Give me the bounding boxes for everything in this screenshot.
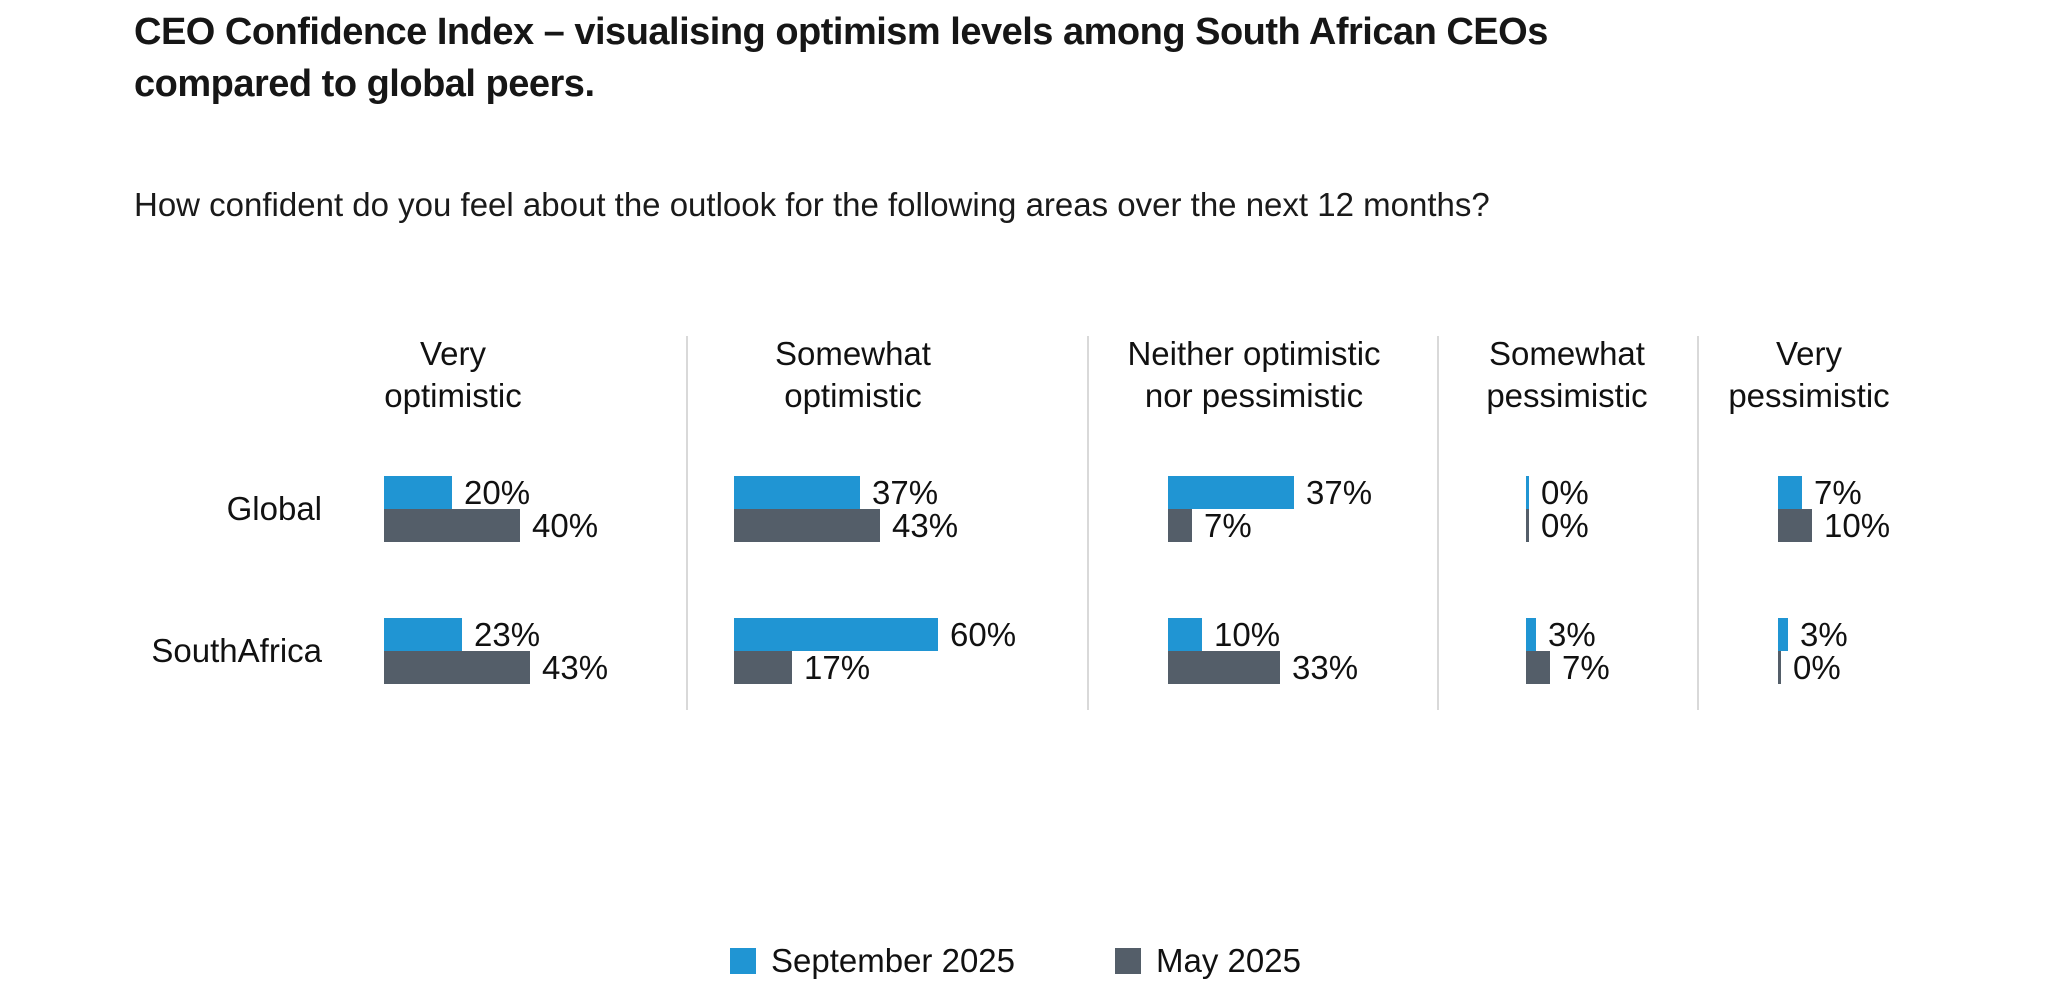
category-header: Neither optimistic nor pessimistic: [1127, 335, 1381, 414]
category-header: Very optimistic: [384, 335, 522, 414]
bar-value-label: 3%: [1800, 615, 1848, 653]
bar-may: [1168, 651, 1280, 684]
bar-september: [1168, 618, 1202, 651]
column-divider: [686, 336, 688, 710]
bar-may: [734, 651, 792, 684]
bar-value-label: 10%: [1824, 506, 1891, 544]
bar-september: [1778, 476, 1802, 509]
row-label: Global: [226, 490, 322, 527]
bar-september: [1526, 476, 1529, 509]
bar-value-label: 33%: [1292, 648, 1359, 686]
bar-may: [384, 651, 530, 684]
bar-may: [734, 509, 880, 542]
bar-value-label: 7%: [1814, 473, 1862, 511]
bar-may: [1168, 509, 1192, 542]
bar-may: [1778, 651, 1781, 684]
bar-value-label: 37%: [1306, 473, 1373, 511]
bar-may: [1526, 509, 1529, 542]
legend-item-may: May 2025: [1115, 942, 1301, 980]
column-divider: [1697, 336, 1699, 710]
bar-value-label: 0%: [1793, 648, 1841, 686]
bar-september: [384, 476, 452, 509]
column-divider: [1437, 336, 1439, 710]
bar-september: [1526, 618, 1536, 651]
legend-swatch-may-icon: [1115, 948, 1141, 974]
bar-may: [384, 509, 520, 542]
bar-value-label: 37%: [872, 473, 939, 511]
bar-value-label: 43%: [542, 648, 609, 686]
legend-label-may: May 2025: [1156, 942, 1301, 979]
bar-value-label: 43%: [892, 506, 959, 544]
category-header: Very pessimistic: [1728, 335, 1890, 414]
page-title-line-2: compared to global peers.: [134, 63, 595, 105]
chart-subtitle: How confident do you feel about the outl…: [134, 186, 1490, 223]
bar-september: [1168, 476, 1294, 509]
bar-value-label: 3%: [1548, 615, 1596, 653]
page-title-line-1: CEO Confidence Index – visualising optim…: [134, 11, 1548, 53]
bar-value-label: 20%: [464, 473, 531, 511]
bar-value-label: 0%: [1541, 473, 1589, 511]
bar-september: [734, 476, 860, 509]
legend-item-september: September 2025: [730, 942, 1015, 980]
row-label: SouthAfrica: [151, 632, 322, 669]
bar-value-label: 0%: [1541, 506, 1589, 544]
bar-value-label: 17%: [804, 648, 871, 686]
legend-label-september: September 2025: [771, 942, 1016, 979]
bar-value-label: 23%: [474, 615, 541, 653]
bar-september: [734, 618, 938, 651]
bar-value-label: 7%: [1204, 506, 1252, 544]
bar-value-label: 60%: [950, 615, 1017, 653]
legend-swatch-september-icon: [730, 948, 756, 974]
bar-september: [1778, 618, 1788, 651]
bar-september: [384, 618, 462, 651]
bar-value-label: 7%: [1562, 648, 1610, 686]
bar-value-label: 10%: [1214, 615, 1281, 653]
category-header: Somewhat pessimistic: [1486, 335, 1648, 414]
bar-may: [1778, 509, 1812, 542]
category-header: Somewhat optimistic: [775, 335, 931, 414]
bar-may: [1526, 651, 1550, 684]
page-title: CEO Confidence Index – visualising optim…: [134, 6, 1894, 110]
bar-value-label: 40%: [532, 506, 599, 544]
column-divider: [1087, 336, 1089, 710]
